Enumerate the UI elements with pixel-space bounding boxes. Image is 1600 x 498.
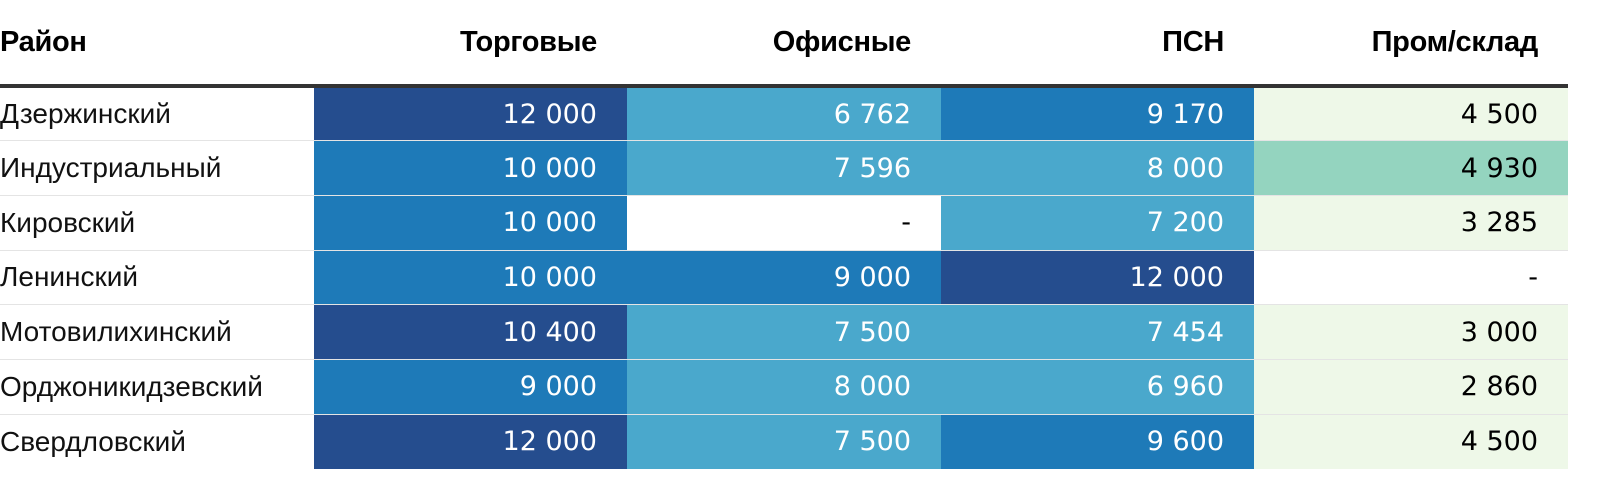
- value-cell-office: 7 500: [627, 414, 941, 469]
- value-cell-free-use: 8 000: [941, 140, 1254, 196]
- value-cell-retail: 9 000: [314, 359, 627, 415]
- table-row: Мотовилихинский 10 400 7 500 7 454 3 000: [0, 304, 1568, 360]
- value-cell-industrial-warehouse: 3 285: [1254, 195, 1568, 251]
- value-cell-industrial-warehouse: 4 930: [1254, 140, 1568, 196]
- value-cell-industrial-warehouse: 3 000: [1254, 304, 1568, 360]
- district-name: Ленинский: [0, 250, 314, 306]
- value-cell-office: 6 762: [627, 86, 941, 142]
- district-name: Кировский: [0, 195, 314, 251]
- value-cell-industrial-warehouse: 4 500: [1254, 86, 1568, 142]
- value-cell-office: 9 000: [627, 250, 941, 306]
- value-cell-office: 7 596: [627, 140, 941, 196]
- rent-rates-table: Район Торговые Офисные ПСН Пром/склад Дз…: [0, 0, 1568, 469]
- value-cell-retail: 12 000: [314, 414, 627, 469]
- value-cell-free-use: 9 170: [941, 86, 1254, 142]
- table-row: Индустриальный 10 000 7 596 8 000 4 930: [0, 140, 1568, 196]
- column-header-retail: Торговые: [314, 0, 627, 88]
- value-cell-free-use: 7 454: [941, 304, 1254, 360]
- column-header-industrial-warehouse: Пром/склад: [1254, 0, 1568, 88]
- table-row: Дзержинский 12 000 6 762 9 170 4 500: [0, 86, 1568, 142]
- district-name: Свердловский: [0, 425, 186, 457]
- value-cell-retail: 10 000: [314, 250, 627, 306]
- table-body: Дзержинский 12 000 6 762 9 170 4 500 Индустри…: [0, 86, 1568, 469]
- table-row: Орджоникидзевский 9 000 8 000 6 960 2 860: [0, 359, 1568, 415]
- table-row: Ленинский 10 000 9 000 12 000-: [0, 250, 1568, 306]
- value-cell-retail: 12 000: [314, 86, 627, 142]
- district-name: Дзержинский: [0, 86, 314, 142]
- value-cell-retail: 10 000: [314, 140, 627, 196]
- value-cell-retail: 10 400: [314, 304, 627, 360]
- value-cell-industrial-warehouse: 2 860: [1254, 359, 1568, 415]
- column-header-district: Район: [0, 0, 314, 88]
- header-row: Район Торговые Офисные ПСН Пром/склад: [0, 0, 1568, 88]
- district-name: Орджоникидзевский: [0, 359, 314, 415]
- value-cell-office: 7 500: [627, 304, 941, 360]
- column-header-office: Офисные: [627, 0, 941, 88]
- district-name: Индустриальный: [0, 140, 314, 196]
- value-cell-free-use: 12 000: [941, 250, 1254, 306]
- value-cell-office: -: [627, 195, 941, 251]
- table-row: Кировский 10 000-7 200 3 285: [0, 195, 1568, 251]
- district-name: Мотовилихинский: [0, 304, 314, 360]
- column-header-free-use: ПСН: [941, 0, 1254, 88]
- value-cell-free-use: 9 600: [941, 414, 1254, 469]
- value-cell-industrial-warehouse: -: [1254, 250, 1568, 306]
- data-table-wrapper: Район Торговые Офисные ПСН Пром/склад Дз…: [0, 0, 1568, 469]
- value-cell-office: 8 000: [627, 359, 941, 415]
- value-cell-industrial-warehouse: 4 500: [1254, 414, 1568, 469]
- value-cell-free-use: 6 960: [941, 359, 1254, 415]
- table-row: Свердловский 12 000 7 500 9 600 4 500: [0, 414, 1568, 469]
- value-cell-free-use: 7 200: [941, 195, 1254, 251]
- value-cell-retail: 10 000: [314, 195, 627, 251]
